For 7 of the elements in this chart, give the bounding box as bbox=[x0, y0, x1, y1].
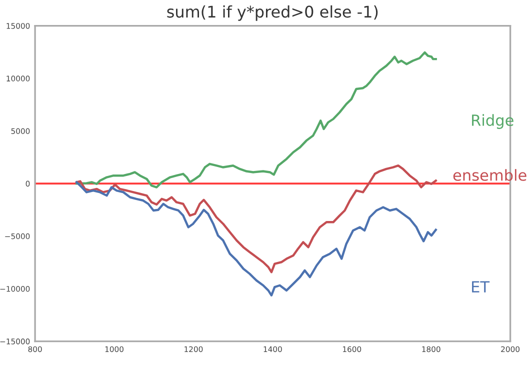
line-series bbox=[76, 51, 437, 188]
text: ET bbox=[472, 281, 490, 292]
line-series bbox=[76, 181, 437, 296]
series-label: ensemble bbox=[453, 169, 526, 181]
chart-title: sum(1 if y*pred>0 else -1) bbox=[167, 5, 378, 21]
text: Ridge bbox=[472, 114, 514, 129]
line-series bbox=[76, 164, 437, 274]
